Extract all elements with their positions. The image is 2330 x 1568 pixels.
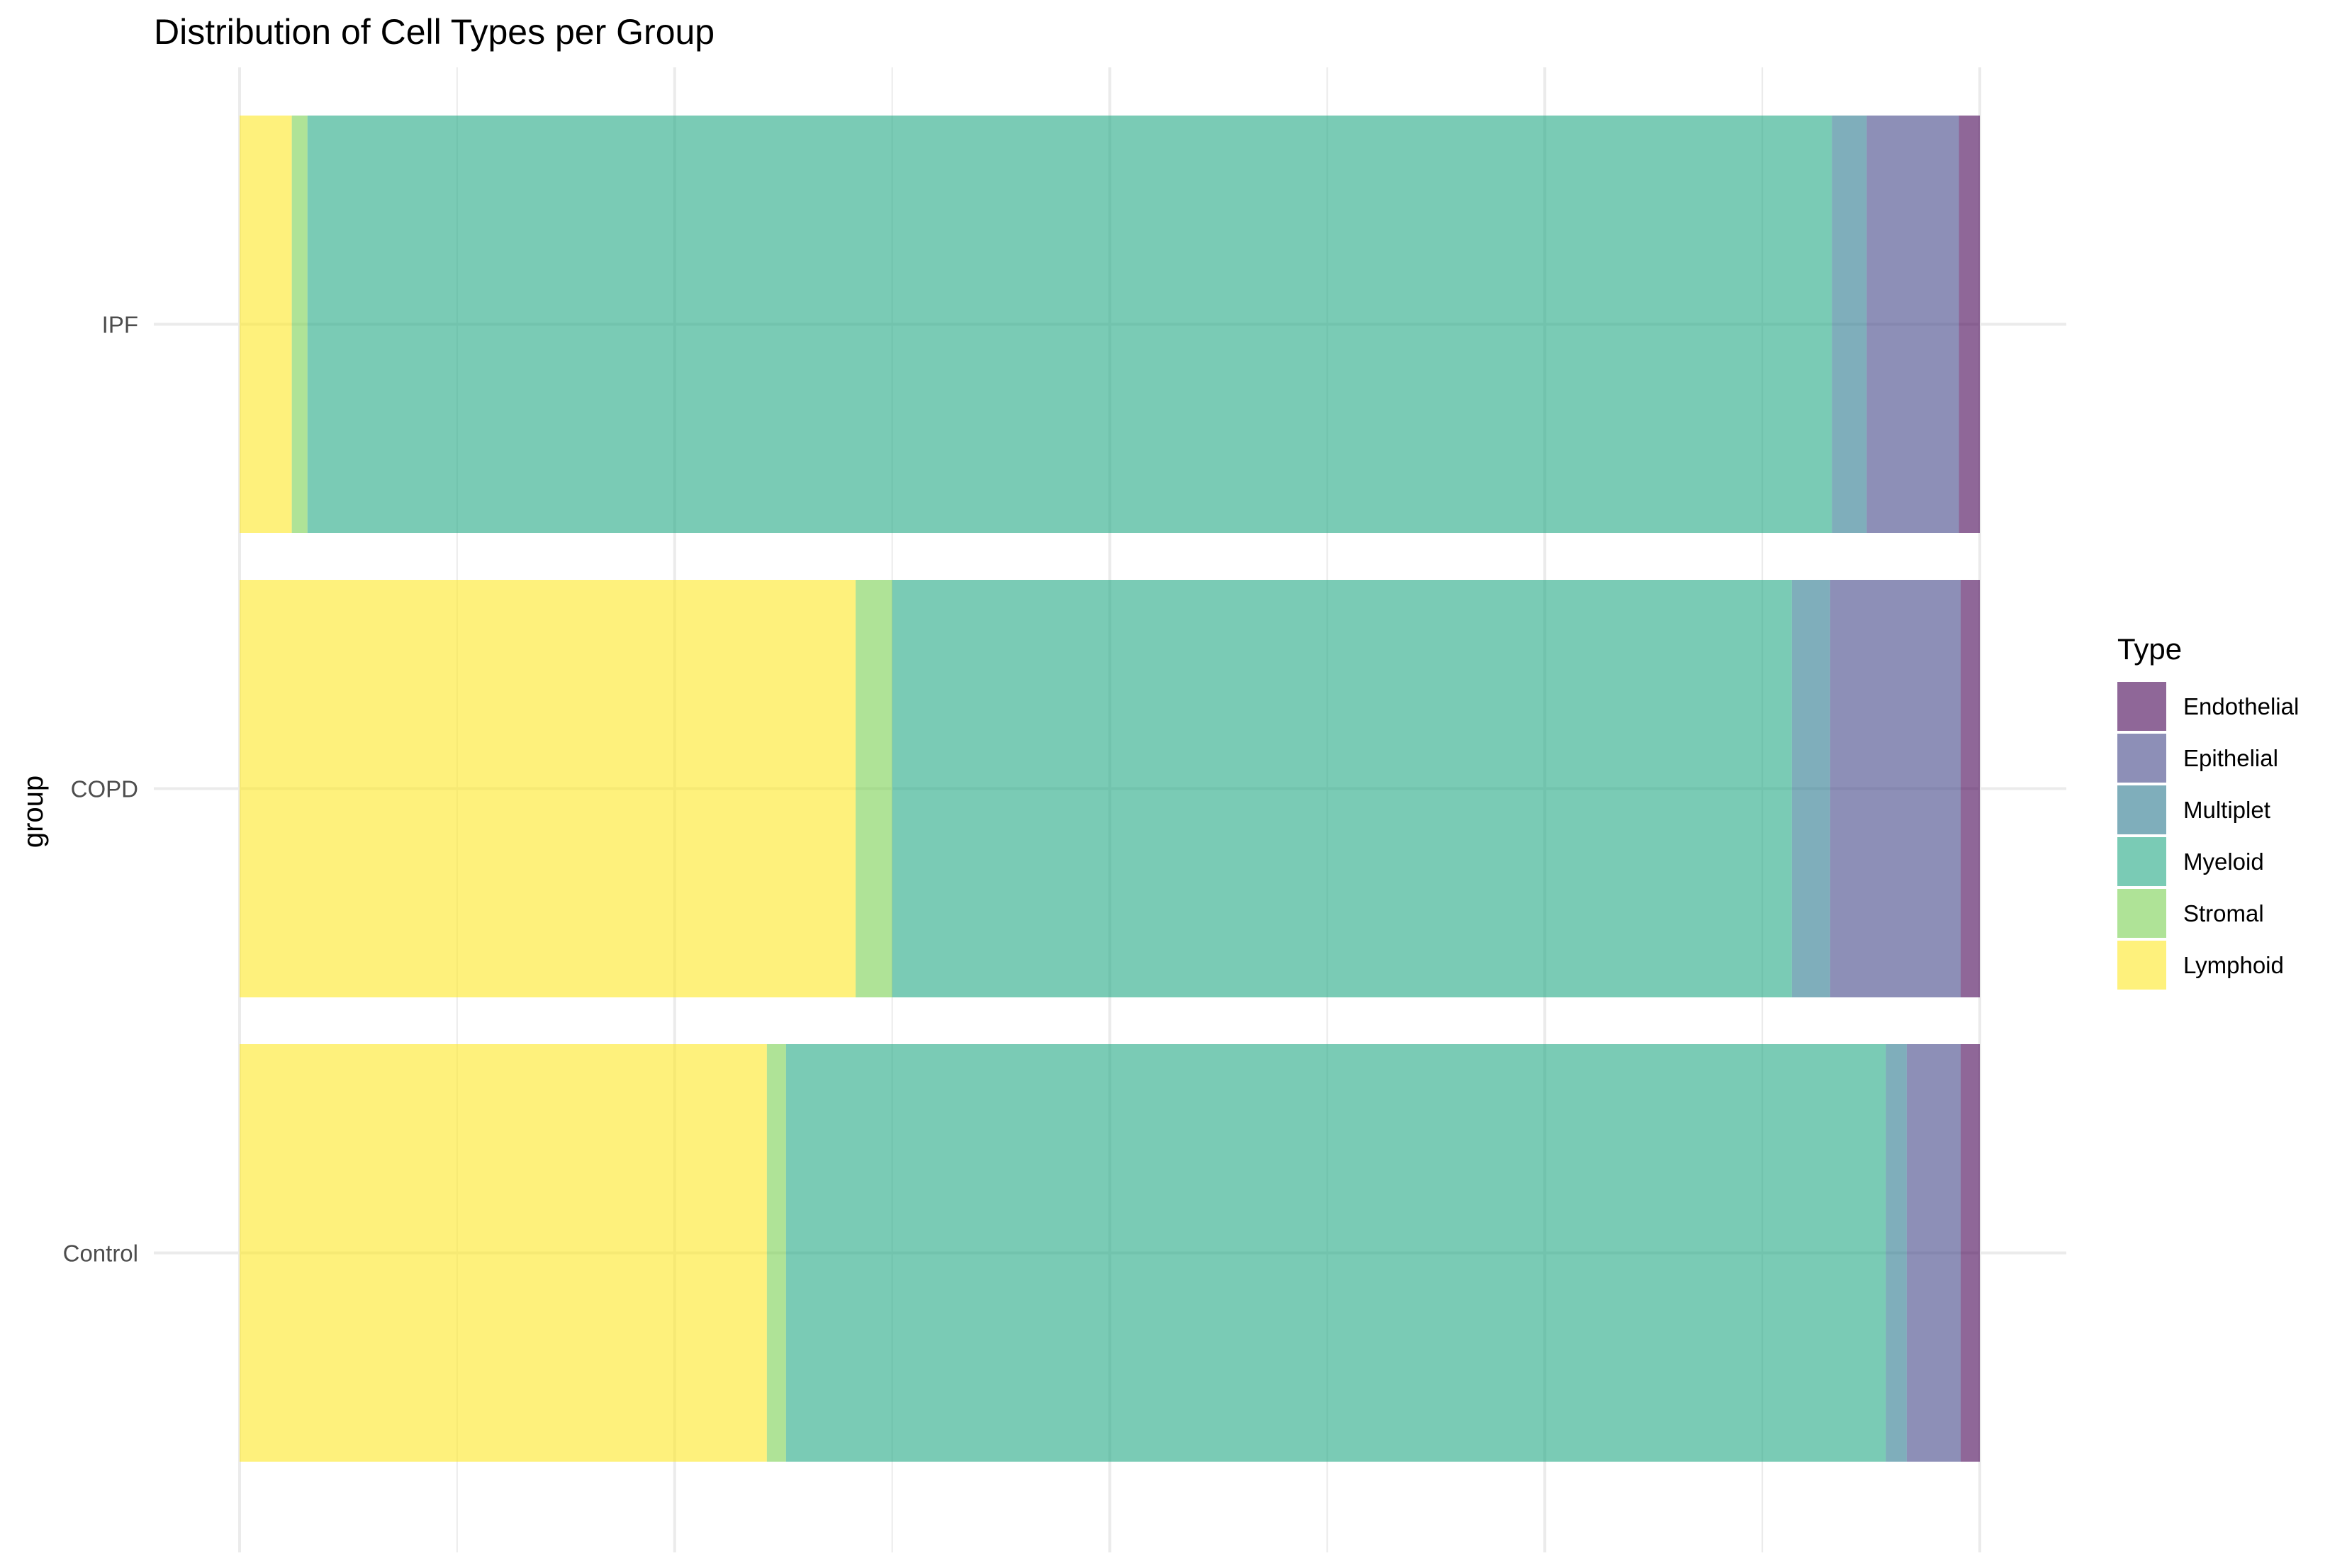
legend-label-endothelial: Endothelial [2183,693,2299,719]
legend-label-myeloid: Myeloid [2183,849,2264,875]
bar-ipf-epithelial [1866,116,1959,533]
y-axis-title: group [18,775,49,848]
bar-copd-endothelial [1960,580,1980,997]
bar-control-lymphoid [240,1044,767,1462]
bar-copd-epithelial [1830,580,1961,997]
legend-key-lymphoid [2117,941,2166,990]
bar-control-endothelial [1960,1044,1980,1462]
bar-copd-lymphoid [240,580,856,997]
legend-key-epithelial [2117,734,2166,783]
bar-ipf-myeloid [307,116,1832,533]
bar-control-stromal [766,1044,786,1462]
legend-label-multiplet: Multiplet [2183,797,2270,823]
legend-label-epithelial: Epithelial [2183,745,2278,771]
bar-ipf-endothelial [1959,116,1980,533]
bar-ipf-multiplet [1832,116,1867,533]
y-tick-label-control: Control [63,1241,138,1267]
chart-title: Distribution of Cell Types per Group [154,12,715,52]
legend: Type Endothelial Epithelial Multiplet Myelo… [2117,632,2299,990]
bar-ipf-stromal [291,116,308,533]
legend-key-myeloid [2117,837,2166,886]
legend-key-endothelial [2117,682,2166,731]
bar-control-myeloid [785,1044,1886,1462]
legend-title: Type [2117,632,2182,666]
legend-key-multiplet [2117,785,2166,834]
bars [240,116,1980,1462]
bar-control-multiplet [1886,1044,1907,1462]
y-tick-label-copd: COPD [71,776,138,802]
bar-copd-stromal [856,580,892,997]
y-tick-label-ipf: IPF [102,312,138,338]
legend-key-stromal [2117,889,2166,938]
legend-label-lymphoid: Lymphoid [2183,952,2284,978]
legend-items: Endothelial Epithelial Multiplet Myeloid Str… [2117,682,2299,990]
bar-ipf-lymphoid [240,116,292,533]
bar-copd-multiplet [1791,580,1830,997]
legend-label-stromal: Stromal [2183,900,2264,926]
y-axis-ticks: IPF COPD Control [63,312,138,1267]
bar-control-epithelial [1906,1044,1961,1462]
bar-copd-myeloid [892,580,1792,997]
